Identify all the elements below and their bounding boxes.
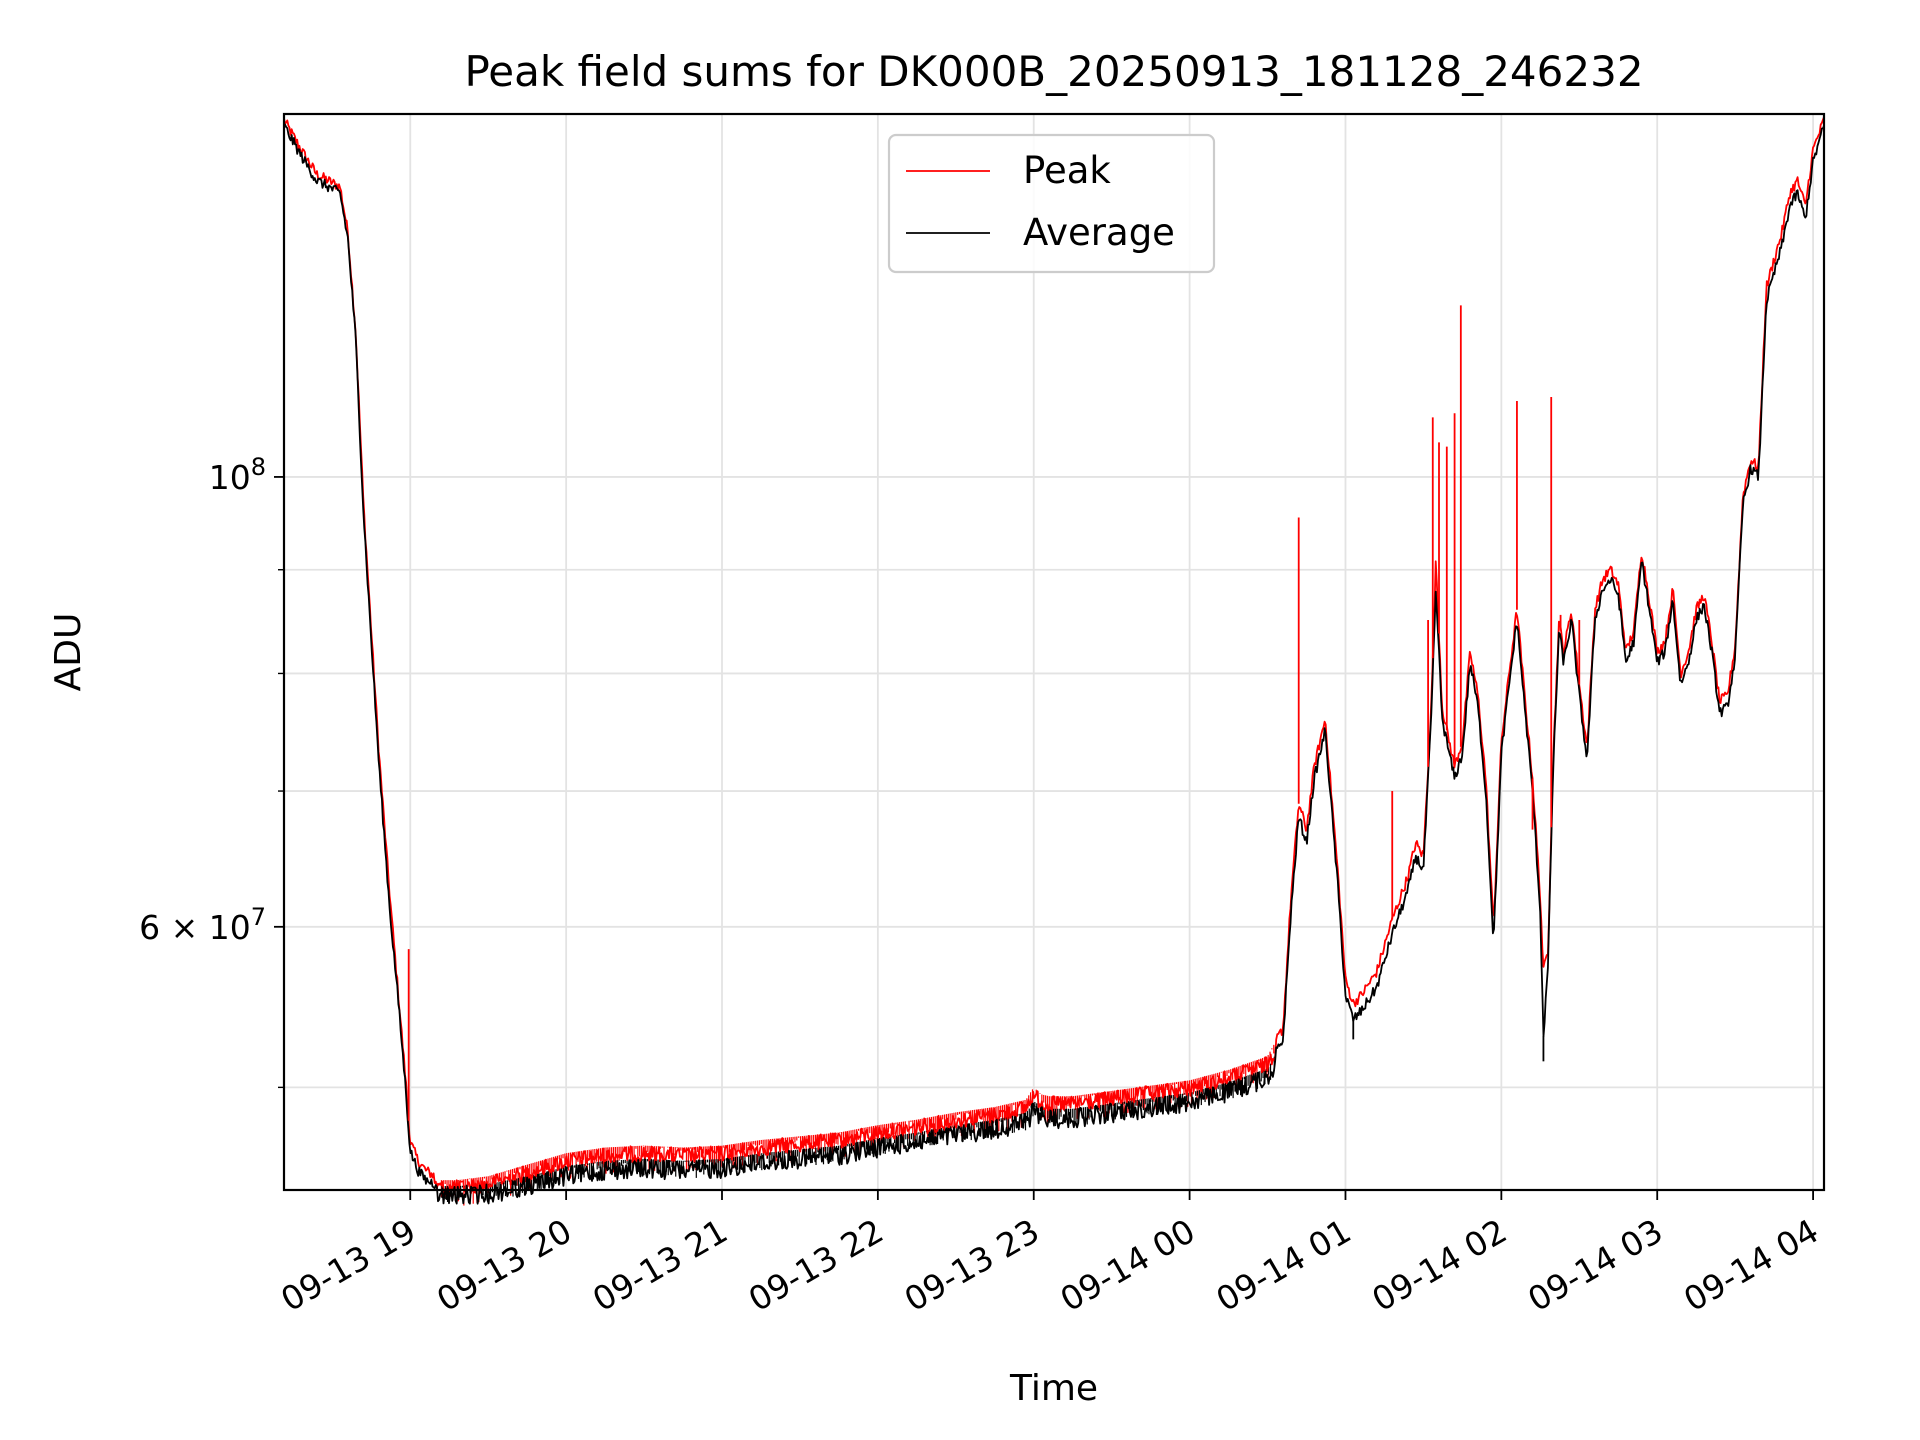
series-spikes [407,305,1581,1121]
plot-area-frame [282,112,1826,1192]
legend: Peak Average [887,133,1216,274]
chart-title: Peak field sums for DK000B_20250913_1811… [464,47,1643,96]
y-tick-label: 108 [209,453,266,497]
y-tick-label: 6 × 107 [139,903,266,947]
y-axis-label: ADU [48,613,89,692]
x-axis-label: Time [1009,1368,1098,1409]
legend-box [887,133,1216,274]
series-line-peak [283,116,1825,1197]
legend-label-average: Average [1023,211,1175,254]
legend-label-peak: Peak [1023,149,1111,192]
series-line-average [283,123,1825,1205]
y-axis-ticks: 108 6 × 107 [139,453,284,1089]
grid-lines [284,114,1824,1190]
